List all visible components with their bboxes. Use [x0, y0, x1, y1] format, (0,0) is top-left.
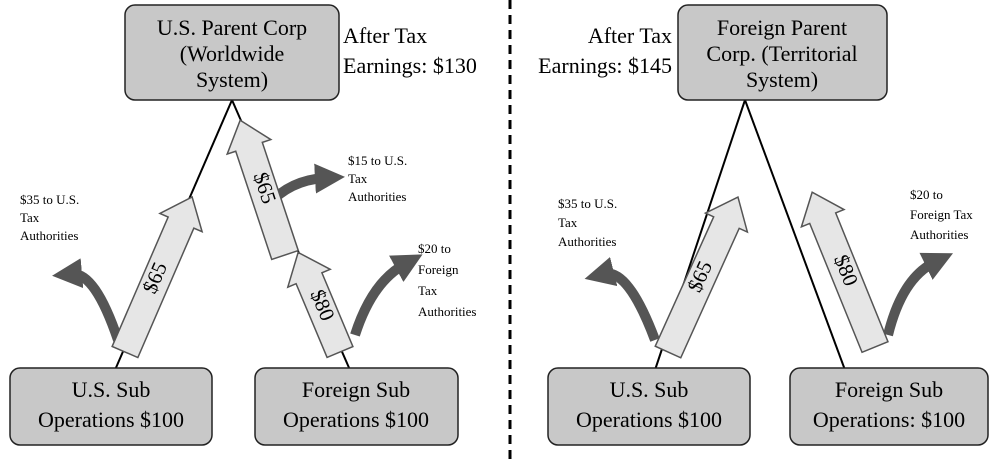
box-text: Operations: $100 [813, 407, 965, 432]
box-text: U.S. Parent Corp [157, 15, 307, 40]
note: Foreign [418, 262, 459, 277]
note: Tax [558, 215, 578, 230]
sub-box [254, 367, 459, 446]
tax-arrow [52, 258, 123, 342]
tax-arrow [584, 257, 660, 342]
block-arrow: $80 [800, 191, 889, 354]
note: $20 to [418, 241, 451, 256]
note: Foreign Tax [910, 207, 973, 222]
note: Authorities [348, 189, 407, 204]
parent-box [677, 4, 888, 101]
block-arrow: $80 [286, 251, 354, 359]
box-text: Foreign Sub [835, 377, 943, 402]
box-text: (Worldwide [180, 41, 285, 66]
sub-box [789, 367, 989, 446]
block-arrow: $65 [111, 195, 204, 359]
sub-box [9, 367, 213, 446]
box-text: Operations $100 [38, 407, 184, 432]
box-text: Foreign Sub [302, 377, 410, 402]
note: $20 to [910, 187, 943, 202]
note: $35 to U.S. [558, 196, 617, 211]
box-text: U.S. Sub [610, 377, 689, 402]
sub-box [547, 367, 751, 446]
earnings: Earnings: $145 [538, 53, 672, 78]
connector [744, 99, 846, 371]
box-text: System) [196, 67, 268, 92]
parent-box [124, 4, 340, 101]
box-text: System) [746, 67, 818, 92]
earnings: After Tax [343, 23, 427, 48]
box-text: Foreign Parent [717, 15, 847, 40]
box-text: Operations $100 [576, 407, 722, 432]
note: Authorities [910, 227, 969, 242]
note: Tax [418, 283, 438, 298]
note: $35 to U.S. [20, 192, 79, 207]
box-text: Corp. (Territorial [706, 41, 857, 66]
earnings: After Tax [588, 23, 672, 48]
note: Tax [348, 171, 368, 186]
tax-arrow [883, 252, 953, 337]
tax-arrow [350, 254, 423, 337]
block-arrow: $65 [654, 195, 749, 359]
box-text: U.S. Sub [72, 377, 151, 402]
note: Authorities [558, 234, 617, 249]
note: Authorities [20, 228, 79, 243]
earnings: Earnings: $130 [343, 53, 477, 78]
note: Authorities [418, 304, 477, 319]
note: $15 to U.S. [348, 153, 407, 168]
box-text: Operations $100 [283, 407, 429, 432]
note: Tax [20, 210, 40, 225]
